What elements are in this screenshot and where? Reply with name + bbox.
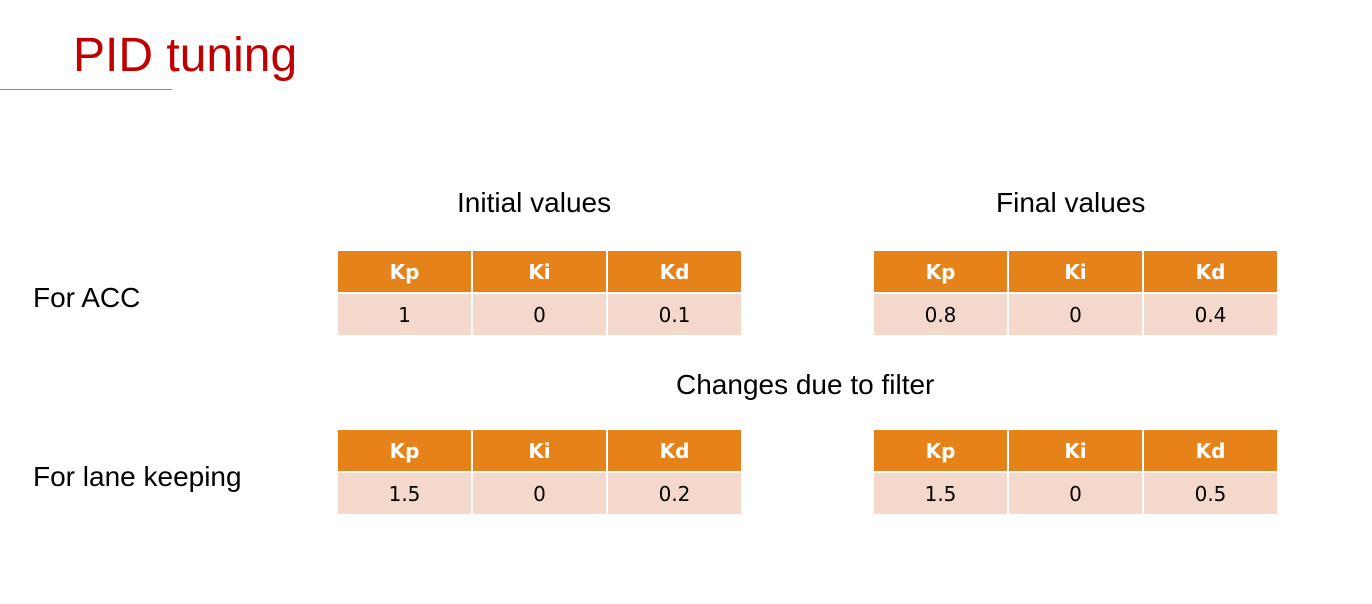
- value-kp: 1.5: [338, 473, 471, 514]
- value-ki: 0: [1009, 294, 1142, 335]
- value-kd: 0.4: [1144, 294, 1277, 335]
- header-kp: Kp: [338, 251, 471, 292]
- value-ki: 0: [473, 473, 606, 514]
- table-header-row: Kp Ki Kd: [874, 430, 1277, 471]
- table-row: 0.8 0 0.4: [874, 294, 1277, 335]
- header-kp: Kp: [874, 430, 1007, 471]
- table-acc-initial: Kp Ki Kd 1 0 0.1: [336, 249, 743, 337]
- value-kd: 0.1: [608, 294, 741, 335]
- table-header-row: Kp Ki Kd: [338, 251, 741, 292]
- header-ki: Ki: [473, 430, 606, 471]
- header-ki: Ki: [1009, 430, 1142, 471]
- slide-title: PID tuning: [73, 29, 298, 82]
- table-lane-initial: Kp Ki Kd 1.5 0 0.2: [336, 428, 743, 516]
- heading-changes-due-to-filter: Changes due to filter: [676, 369, 935, 400]
- header-kp: Kp: [338, 430, 471, 471]
- header-ki: Ki: [473, 251, 606, 292]
- header-ki: Ki: [1009, 251, 1142, 292]
- value-ki: 0: [1009, 473, 1142, 514]
- heading-initial-values: Initial values: [457, 187, 612, 218]
- row-label-acc: For ACC: [33, 282, 141, 313]
- value-ki: 0: [473, 294, 606, 335]
- value-kp: 1.5: [874, 473, 1007, 514]
- table-row: 1.5 0 0.5: [874, 473, 1277, 514]
- table-header-row: Kp Ki Kd: [338, 430, 741, 471]
- table-row: 1 0 0.1: [338, 294, 741, 335]
- header-kd: Kd: [608, 430, 741, 471]
- table-acc-final: Kp Ki Kd 0.8 0 0.4: [872, 249, 1279, 337]
- table-lane-final: Kp Ki Kd 1.5 0 0.5: [872, 428, 1279, 516]
- value-kp: 1: [338, 294, 471, 335]
- header-kd: Kd: [1144, 251, 1277, 292]
- header-kp: Kp: [874, 251, 1007, 292]
- value-kp: 0.8: [874, 294, 1007, 335]
- header-kd: Kd: [608, 251, 741, 292]
- value-kd: 0.5: [1144, 473, 1277, 514]
- table-row: 1.5 0 0.2: [338, 473, 741, 514]
- header-kd: Kd: [1144, 430, 1277, 471]
- table-header-row: Kp Ki Kd: [874, 251, 1277, 292]
- heading-final-values: Final values: [996, 187, 1146, 218]
- value-kd: 0.2: [608, 473, 741, 514]
- row-label-lane-keeping: For lane keeping: [33, 461, 242, 492]
- title-divider: [0, 89, 172, 90]
